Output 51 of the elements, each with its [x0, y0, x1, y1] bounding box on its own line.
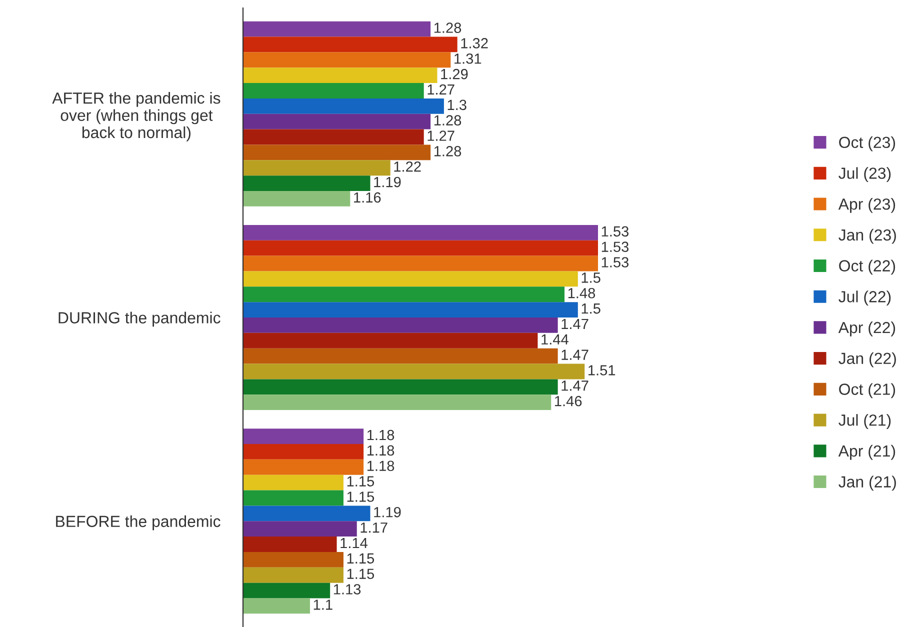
data-label: 1.44 [542, 334, 568, 344]
legend-label: Oct (21) [839, 383, 896, 398]
data-label: 1.15 [347, 476, 374, 486]
data-label: 1.47 [562, 350, 588, 360]
y-tick-label: AFTER the pandemic is over (when things get back to normal) [52, 92, 220, 142]
data-label: 1.18 [367, 430, 394, 440]
data-label: 1.1 [314, 600, 332, 610]
data-label: 1.13 [334, 584, 361, 594]
data-label: 1.15 [347, 568, 374, 580]
legend-label: Jul (22) [838, 290, 891, 306]
legend-label: Apr (21) [838, 444, 896, 460]
y-tick-label: BEFORE the pandemic [56, 515, 220, 530]
data-label: 1.16 [354, 192, 381, 203]
data-label: 1.47 [562, 380, 588, 391]
data-label: 1.15 [347, 553, 374, 564]
data-label: 1.19 [374, 176, 401, 188]
data-label: 1.5 [582, 272, 600, 283]
legend-label: Jul (21) [838, 414, 891, 429]
data-label: 1.5 [582, 304, 600, 314]
data-label: 1.28 [434, 146, 462, 156]
data-label: 1.48 [568, 288, 596, 298]
data-label: 1.15 [347, 492, 374, 502]
data-label: 1.19 [374, 506, 401, 518]
data-label: 1.46 [555, 396, 582, 406]
y-tick-label: DURING the pandemic [58, 312, 220, 327]
legend-label: Oct (23) [839, 136, 896, 152]
data-label: 1.32 [461, 38, 488, 48]
data-label: 1.53 [602, 226, 629, 237]
data-label: 1.18 [367, 445, 394, 456]
data-label: 1.3 [448, 100, 466, 110]
legend-label: Jan (23) [838, 228, 896, 244]
data-label: 1.18 [367, 460, 394, 472]
data-label: 1.14 [340, 538, 368, 548]
data-label: 1.27 [428, 130, 454, 141]
legend-label: Apr (22) [838, 321, 896, 336]
data-label: 1.17 [360, 522, 388, 533]
data-label: 1.51 [588, 365, 616, 376]
data-label: 1.29 [441, 68, 468, 80]
data-label: 1.53 [602, 257, 629, 268]
legend-label: Apr (23) [838, 198, 896, 213]
legend-label: Jan (21) [838, 476, 896, 491]
data-label: 1.22 [394, 161, 421, 172]
data-label: 1.47 [562, 318, 588, 329]
data-label: 1.53 [602, 242, 629, 252]
data-label: 1.28 [434, 22, 462, 33]
legend-label: Jul (23) [838, 167, 891, 182]
data-label: 1.31 [454, 53, 482, 64]
legend-label: Oct (22) [839, 260, 896, 275]
data-label: 1.27 [428, 84, 454, 95]
legend-label: Jan (22) [838, 352, 896, 368]
data-label: 1.28 [434, 115, 462, 126]
